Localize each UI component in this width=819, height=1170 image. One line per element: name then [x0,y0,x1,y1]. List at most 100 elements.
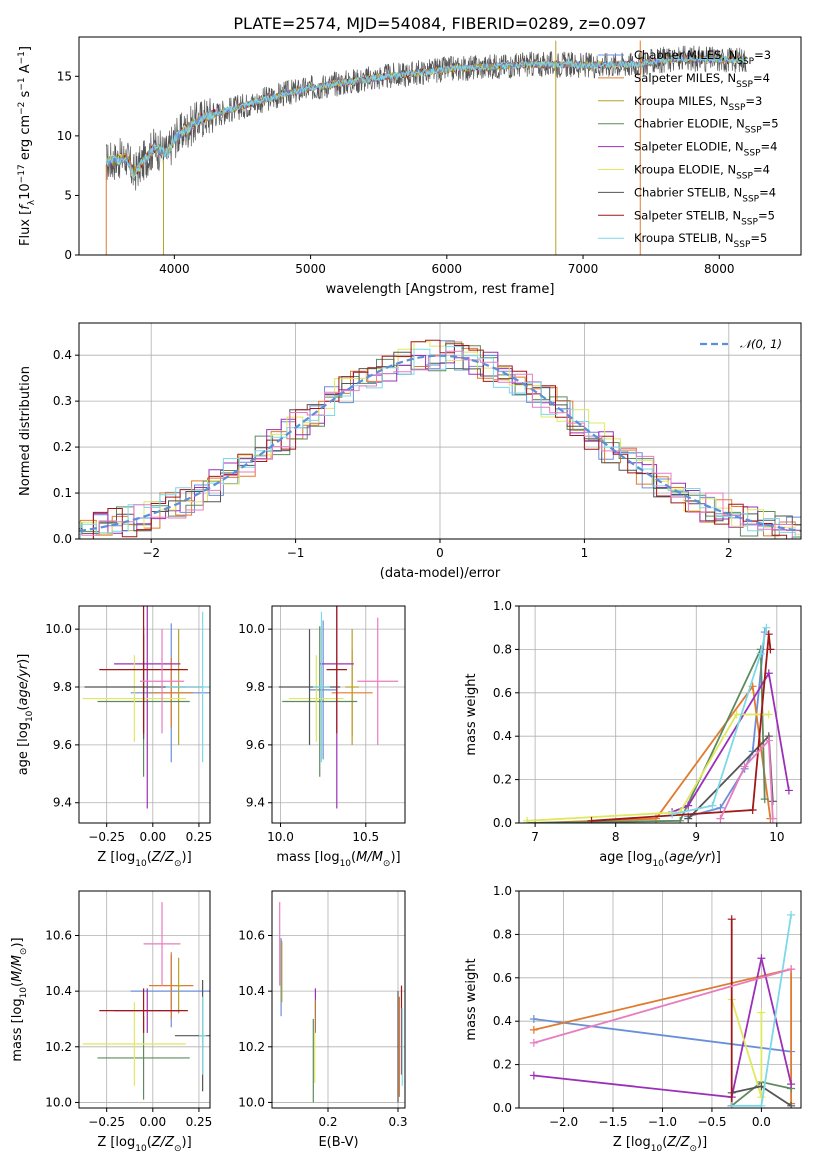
weight_vs_Z-ytick-label: 0.2 [493,1058,512,1072]
weight_vs_Z-point [529,1071,538,1080]
residuals-xtick-label: −1 [287,546,305,560]
age_vs_mass-xtick-label: 10.5 [352,830,379,844]
spectrum-axes: 4000 5000 6000 7000 8000 0 5 10 15 [57,69,735,276]
weight_vs_Z-frame [518,890,802,1109]
weight_vs_Z-point [787,965,796,974]
legend-label: Salpeter MILES, NSSP=4 [634,71,770,90]
weight_vs_age-ytick-label: 0.4 [493,729,512,743]
figure-title: PLATE=2574, MJD=54084, FIBERID=0289, z=0… [233,14,646,33]
legend-label: Kroupa ELODIE, NSSP=4 [634,163,770,182]
weight_vs_age-point [784,786,793,795]
weight_vs_Z-point [727,915,736,924]
legend-label: Chabrier ELODIE, NSSP=5 [634,117,779,136]
age_vs_Z-xlabel: Z [log10(Z/Z⊙)] [97,850,191,869]
spectrum-ytick-label: 5 [64,188,72,202]
weight_vs_age-point [748,805,757,814]
weight_vs_age-ylabel: mass weight [464,673,479,755]
residuals-histogram [79,346,801,539]
spectrum-series-line [105,54,747,179]
weight_vs_age-ytick-label: 0.6 [493,686,512,700]
weight_vs_age-point [764,630,773,639]
residuals-gaussian-curve [79,354,801,532]
weight_vs_Z-ytick-label: 0.8 [493,927,512,941]
weight_vs_Z-xtick-label: −1.0 [648,1115,677,1129]
residuals-histogram [79,351,801,539]
mass_vs_EBV-xtick-label: 0.3 [388,1115,407,1129]
weight_vs_age-xtick-label: 10 [769,830,784,844]
residuals-ytick-label: 0.1 [53,486,72,500]
weight_vs_age-point [668,810,677,819]
weight_vs_Z-ytick-label: 0.6 [493,971,512,985]
spectrum-ylabel: Flux [fλ10−17 erg cm−2 s−1 A−1] [17,46,37,246]
legend-label: Salpeter STELIB, NSSP=5 [634,208,775,227]
mass_vs_EBV-ytick-label: 10.2 [238,1040,265,1054]
residuals-ytick-label: 0.4 [53,348,72,362]
spectrum-series-line [105,45,747,191]
residuals-histogram [79,339,801,539]
age_vs_mass-axes: 10.0 10.5 9.4 9.6 9.8 10.0 [238,606,405,844]
mass_vs_Z-plot [82,902,210,1100]
weight_vs_age-series-line [527,649,766,823]
legend-label: 𝒩(0, 1) [740,337,782,351]
weight_vs_age-xtick-label: 7 [531,830,539,844]
residuals-xtick-label: 2 [725,546,733,560]
age_vs_mass-ytick-label: 9.8 [246,680,265,694]
mass_vs_EBV-xlabel: E(B-V) [318,1135,358,1150]
age_vs_Z-frame [78,605,211,824]
age_vs_Z-xtick-label: 0.25 [186,830,213,844]
mass_vs_EBV-frame [271,890,406,1109]
weight_vs_age-point [523,816,532,823]
spectrum-ytick-label: 10 [57,129,72,143]
weight_vs_age-point [676,816,685,823]
legend-label: Chabrier MILES, NSSP=3 [634,48,771,67]
residuals-xlabel: (data-model)/error [380,566,501,581]
residuals-ytick-label: 0.0 [53,532,72,546]
mass_vs_Z-ytick-label: 10.2 [45,1040,72,1054]
spectrum-plot [105,40,747,255]
weight_vs_age-point [587,816,596,823]
weight_vs_age-point [764,710,773,719]
weight_vs_age-point [768,814,777,823]
mass_vs_EBV-ytick-label: 10.6 [238,929,265,943]
spectrum-xtick-label: 7000 [568,262,599,276]
weight_vs_age-point [708,801,717,810]
weight_vs_Z-xlabel: Z [log10(Z/Z⊙)] [613,1135,707,1154]
residuals-xtick-label: 1 [581,546,589,560]
weight_vs_Z-xtick-label: −0.5 [697,1115,726,1129]
mass_vs_Z-ytick-label: 10.4 [45,984,72,998]
residuals-ylabel: Normed distribution [18,366,33,496]
weight_vs_Z-xtick-label: −1.5 [598,1115,627,1129]
age_vs_Z-ytick-label: 9.8 [53,680,72,694]
mass_vs_EBV-ytick-label: 10.0 [238,1095,265,1109]
weight_vs_age-ytick-label: 0.0 [493,816,512,830]
weight_vs_age-point [716,803,725,812]
mass_vs_EBV-ytick-label: 10.4 [238,984,265,998]
weight_vs_Z-ytick-label: 1.0 [493,884,512,898]
age_vs_Z-ylabel: age [log10(age/yr)] [16,654,35,776]
mass_vs_Z-xlabel: Z [log10(Z/Z⊙)] [97,1135,191,1154]
legend-label: Kroupa MILES, NSSP=3 [634,94,762,113]
weight_vs_age-point [762,623,771,632]
residuals-ytick-label: 0.2 [53,440,72,454]
residuals-histogram [79,341,801,538]
weight_vs_age-ytick-label: 1.0 [493,599,512,613]
weight_vs_Z-xtick-label: 0.0 [752,1115,771,1129]
age_vs_mass-plot [278,606,399,809]
spectrum-xtick-label: 6000 [432,262,463,276]
age_vs_mass-ytick-label: 9.6 [246,738,265,752]
age_vs_mass-ytick-label: 9.4 [246,796,265,810]
mass_vs_Z-ytick-label: 10.0 [45,1095,72,1109]
age_vs_Z-plot [82,606,210,809]
age_vs_Z-xtick-label: −0.25 [88,830,125,844]
mass_vs_EBV-axes: 0.2 0.3 10.0 10.2 10.4 10.6 [238,891,408,1129]
weight_vs_age-point [732,710,741,719]
weight_vs_age-point [740,762,749,771]
residuals-plot [79,339,801,539]
weight_vs_age-ytick-label: 0.2 [493,773,512,787]
weight_vs_Z-plot [529,910,796,1108]
legend-label: Kroupa STELIB, NSSP=5 [634,231,767,250]
weight_vs_Z-point [757,954,766,963]
